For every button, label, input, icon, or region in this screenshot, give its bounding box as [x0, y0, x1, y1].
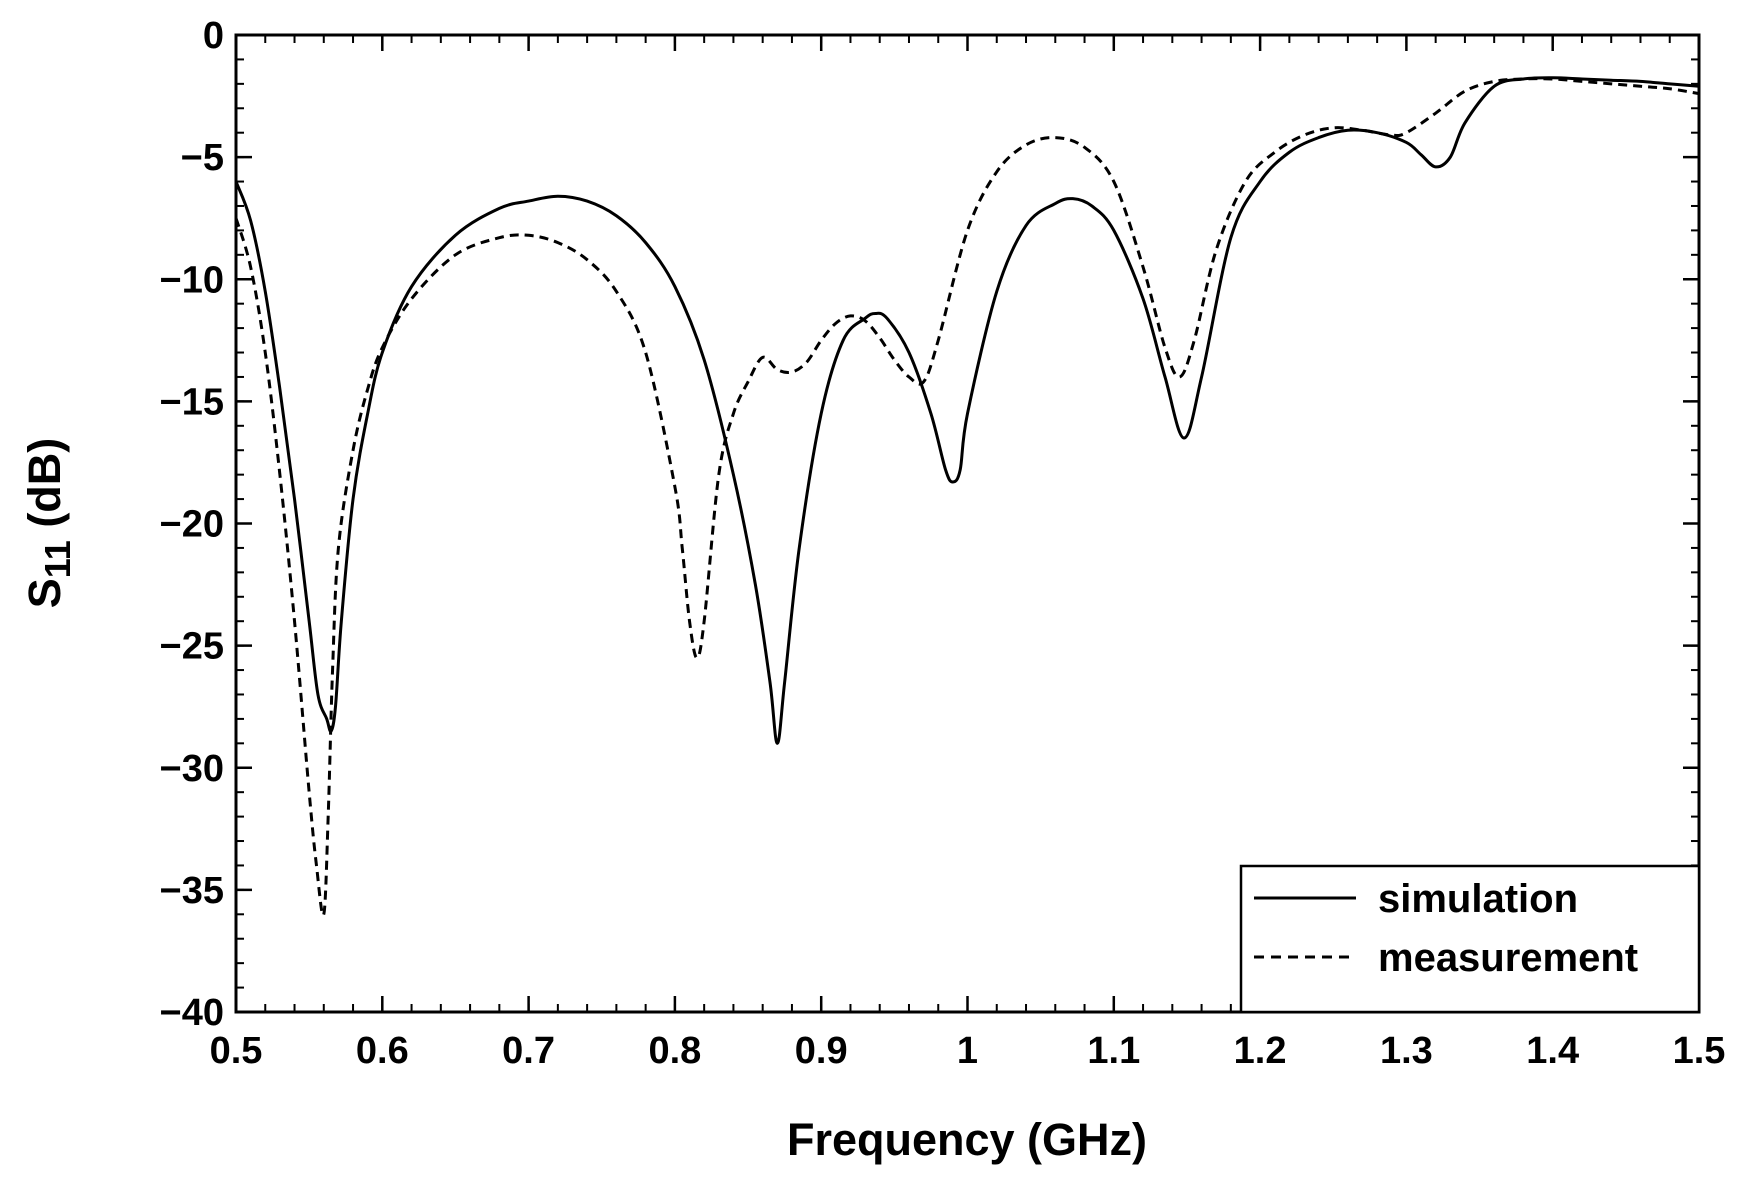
series-line-measurement	[234, 77, 1700, 917]
x-axis-title: Frequency (GHz)	[787, 1114, 1147, 1165]
y-tick-label: 0	[203, 15, 224, 57]
x-tick-label: 1.3	[1380, 1030, 1433, 1072]
x-tick-label: 0.5	[210, 1030, 263, 1072]
legend-label-simulation: simulation	[1378, 877, 1578, 921]
y-axis-title-sub: 11	[37, 540, 78, 578]
x-tick-label: 1	[957, 1030, 978, 1072]
x-tick-label: 0.8	[648, 1030, 701, 1072]
x-tick-label: 0.7	[502, 1030, 555, 1072]
y-tick-label: −10	[160, 259, 224, 301]
y-axis-title-main: S	[19, 578, 70, 608]
series-layer	[234, 76, 1700, 917]
plot-frame	[234, 33, 1701, 1014]
legend-box	[1239, 864, 1701, 1014]
y-axis-title: S11 (dB)	[19, 438, 78, 609]
tick-labels: 0.5 0.6 0.7 0.8 0.9 1 1.1 1.2 1.3 1.4 1.5 0 −5 −10 −15…	[160, 15, 1726, 1072]
y-axis-title-suffix: (dB)	[19, 438, 70, 540]
y-tick-label: −20	[160, 504, 224, 546]
y-tick-label: −30	[160, 748, 224, 790]
x-tick-label: 1.2	[1234, 1030, 1287, 1072]
x-tick-label: 1.4	[1526, 1030, 1579, 1072]
y-tick-label: −15	[160, 381, 224, 423]
y-tick-label: −40	[160, 992, 224, 1034]
y-tick-label: −35	[160, 870, 224, 912]
x-tick-label: 0.6	[356, 1030, 409, 1072]
x-tick-label: 1.1	[1087, 1030, 1140, 1072]
x-tick-label: 0.9	[795, 1030, 848, 1072]
x-tick-label: 1.5	[1673, 1030, 1726, 1072]
y-tick-label: −5	[181, 137, 224, 179]
legend: simulation measurement	[1239, 864, 1701, 1014]
legend-label-measurement: measurement	[1378, 936, 1638, 980]
y-tick-label: −25	[160, 626, 224, 668]
series-line-simulation	[234, 76, 1700, 745]
